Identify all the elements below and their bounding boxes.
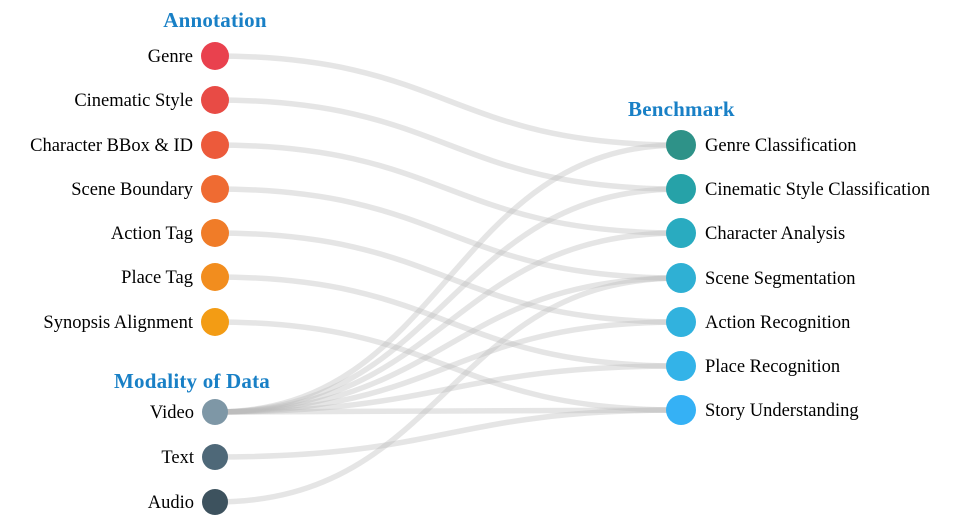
node-character-analysis (666, 218, 696, 248)
node-label-audio: Audio (148, 493, 194, 513)
edge-text--story-understanding (212, 407, 684, 460)
node-text (202, 444, 228, 470)
node-label-place-tag: Place Tag (121, 268, 193, 288)
modality-group-header: Modality of Data (113, 369, 271, 393)
edge-video--story-understanding (212, 407, 684, 415)
edge-genre--genre-classification (212, 53, 684, 148)
node-action-recognition (666, 307, 696, 337)
node-label-character-bbox-id: Character BBox & ID (30, 136, 193, 156)
annotation-group-header: Annotation (163, 8, 267, 32)
node-label-story-understanding: Story Understanding (705, 401, 859, 421)
edge-scene-boundary--scene-segmentation (212, 186, 684, 281)
node-label-scene-boundary: Scene Boundary (71, 180, 194, 200)
edge-action-tag--action-recognition (212, 230, 684, 325)
node-label-video: Video (150, 403, 194, 423)
node-video (202, 399, 228, 425)
edge-video--place-recognition (212, 363, 684, 415)
node-audio (202, 489, 228, 515)
node-place-recognition (666, 351, 696, 381)
edge-video--cinematic-style-classification (212, 186, 684, 415)
node-synopsis-alignment (201, 308, 229, 336)
benchmark-group-header: Benchmark (628, 97, 735, 121)
node-scene-boundary (201, 175, 229, 203)
node-label-action-recognition: Action Recognition (705, 313, 850, 333)
node-story-understanding (666, 395, 696, 425)
node-action-tag (201, 219, 229, 247)
edge-cinematic-style--cinematic-style-classification (212, 97, 684, 192)
node-label-synopsis-alignment: Synopsis Alignment (43, 313, 193, 333)
node-genre (201, 42, 229, 70)
node-label-action-tag: Action Tag (111, 224, 193, 244)
node-character-bbox-id (201, 131, 229, 159)
edge-character-bbox-id--character-analysis (212, 142, 684, 236)
edge-synopsis-alignment--story-understanding (212, 319, 684, 413)
node-label-cinematic-style-classification: Cinematic Style Classification (705, 180, 930, 200)
edge-place-tag--place-recognition (212, 274, 684, 369)
node-label-scene-segmentation: Scene Segmentation (705, 269, 856, 289)
node-label-character-analysis: Character Analysis (705, 224, 845, 244)
node-genre-classification (666, 130, 696, 160)
node-cinematic-style-classification (666, 174, 696, 204)
node-label-genre-classification: Genre Classification (705, 136, 857, 156)
node-cinematic-style (201, 86, 229, 114)
node-place-tag (201, 263, 229, 291)
node-label-place-recognition: Place Recognition (705, 357, 840, 377)
edge-video--action-recognition (212, 319, 684, 415)
edge-video--scene-segmentation (212, 275, 684, 415)
node-label-cinematic-style: Cinematic Style (74, 91, 193, 111)
edge-video--genre-classification (212, 142, 684, 415)
edge-video--character-analysis (212, 230, 684, 415)
node-label-genre: Genre (148, 47, 193, 67)
node-scene-segmentation (666, 263, 696, 293)
node-label-text: Text (161, 448, 194, 468)
edge-audio--scene-segmentation (212, 275, 684, 505)
